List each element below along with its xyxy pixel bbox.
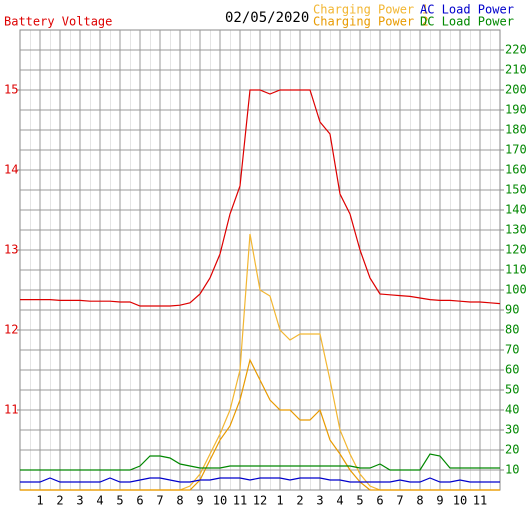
y2-tick-label: 60: [505, 363, 519, 377]
y2-tick-label: 130: [505, 223, 527, 237]
y-tick-label: 14: [4, 163, 18, 177]
x-tick-label: 2: [56, 494, 63, 508]
x-tick-label: 6: [376, 494, 383, 508]
y2-tick-label: 190: [505, 103, 527, 117]
date: 02/05/2020: [225, 10, 309, 26]
y2-tick-label: 20: [505, 443, 519, 457]
y2-tick-label: 110: [505, 263, 527, 277]
y2-tick-label: 30: [505, 423, 519, 437]
x-tick-label: 12: [253, 494, 267, 508]
y2-tick-label: 160: [505, 163, 527, 177]
x-tick-label: 5: [356, 494, 363, 508]
y-tick-label: 13: [4, 243, 18, 257]
y2-tick-label: 150: [505, 183, 527, 197]
y2-tick-label: 10: [505, 463, 519, 477]
y2-tick-label: 180: [505, 123, 527, 137]
legend-label: Battery Voltage: [4, 15, 112, 29]
x-tick-label: 11: [233, 494, 247, 508]
x-tick-label: 11: [473, 494, 487, 508]
y2-tick-label: 50: [505, 383, 519, 397]
series-line: [20, 358, 500, 491]
series-line: [20, 453, 500, 471]
legend-label: DC Load Power: [420, 15, 514, 29]
legend-label: Charging Power 2: [313, 15, 429, 29]
x-tick-label: 3: [76, 494, 83, 508]
series-line: [20, 89, 501, 307]
y2-tick-label: 140: [505, 203, 527, 217]
y2-tick-label: 210: [505, 63, 527, 77]
x-tick-label: 10: [213, 494, 227, 508]
x-tick-label: 8: [176, 494, 183, 508]
y2-tick-label: 70: [505, 343, 519, 357]
x-tick-label: 7: [156, 494, 163, 508]
x-tick-label: 9: [196, 494, 203, 508]
x-tick-label: 4: [336, 494, 343, 508]
y2-tick-label: 40: [505, 403, 519, 417]
x-tick-label: 1: [36, 494, 43, 508]
x-tick-label: 6: [136, 494, 143, 508]
x-tick-label: 3: [316, 494, 323, 508]
y2-tick-label: 200: [505, 83, 527, 97]
x-tick-label: 2: [296, 494, 303, 508]
y-tick-label: 11: [4, 403, 18, 417]
x-tick-label: 5: [116, 494, 123, 508]
y2-tick-label: 120: [505, 243, 527, 257]
x-tick-label: 10: [453, 494, 467, 508]
y2-tick-label: 90: [505, 303, 519, 317]
y-tick-label: 12: [4, 323, 18, 337]
y2-tick-label: 80: [505, 323, 519, 337]
x-tick-label: 1: [276, 494, 283, 508]
y2-tick-label: 170: [505, 143, 527, 157]
x-tick-label: 8: [416, 494, 423, 508]
x-tick-label: 7: [396, 494, 403, 508]
series-line: [20, 477, 500, 483]
legend-label: AC Load Power: [420, 3, 514, 17]
x-tick-label: 9: [436, 494, 443, 508]
y-tick-label: 15: [4, 83, 18, 97]
y2-tick-label: 220: [505, 43, 527, 57]
y2-tick-label: 100: [505, 283, 527, 297]
legend-label: Charging Power 1: [313, 3, 429, 17]
x-tick-label: 4: [96, 494, 103, 508]
